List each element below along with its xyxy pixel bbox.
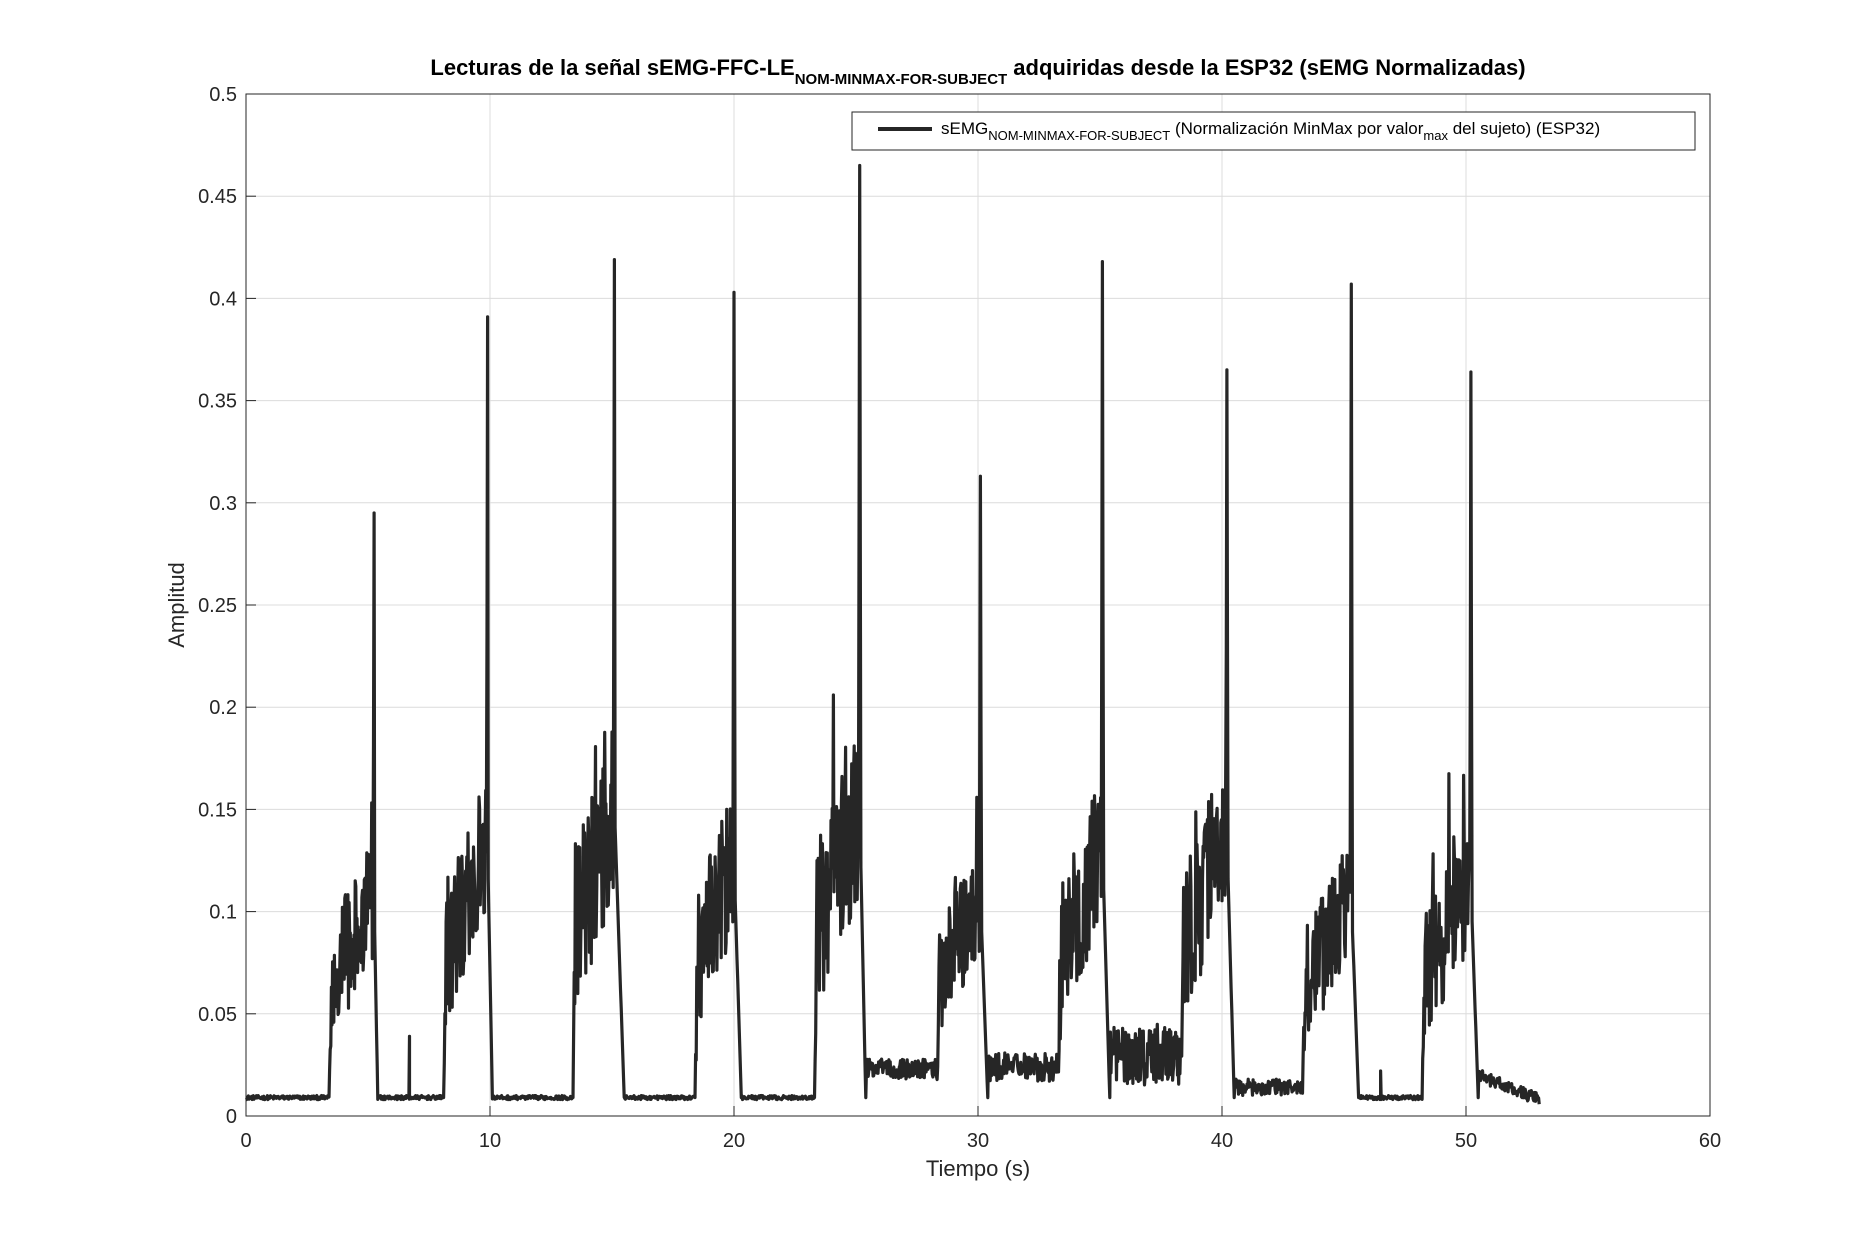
y-tick-label: 0.3 xyxy=(209,493,237,515)
x-tick-label: 40 xyxy=(1211,1130,1233,1152)
x-tick-label: 0 xyxy=(240,1130,251,1152)
chart-title-suffix: adquiridas desde la ESP32 (sEMG Normaliz… xyxy=(1007,55,1525,80)
y-tick-label: 0.15 xyxy=(198,799,237,821)
legend-entry-part2: (Normalización MinMax por valor xyxy=(1170,119,1424,138)
series-line xyxy=(245,163,1541,1105)
y-tick-label: 0.45 xyxy=(198,186,237,208)
legend-entry: sEMGNOM-MINMAX-FOR-SUBJECT (Normalizació… xyxy=(941,119,1600,143)
y-tick-label: 0.35 xyxy=(198,391,237,413)
x-tick-label: 50 xyxy=(1455,1130,1477,1152)
y-axis-label: Amplitud xyxy=(164,562,189,648)
x-tick-label: 10 xyxy=(479,1130,501,1152)
y-tick-label: 0.2 xyxy=(209,697,237,719)
y-tick-label: 0.4 xyxy=(209,288,237,310)
y-tick-label: 0.25 xyxy=(198,595,237,617)
chart-title-subscript: NOM-MINMAX-FOR-SUBJECT xyxy=(795,71,1007,88)
y-tick-label: 0.1 xyxy=(209,902,237,924)
legend-entry-sub2: max xyxy=(1423,128,1448,143)
legend-box xyxy=(851,111,1696,151)
y-tick-label: 0.5 xyxy=(209,84,237,106)
x-tick-label: 20 xyxy=(723,1130,745,1152)
y-tick-label: 0.05 xyxy=(198,1004,237,1026)
legend-entry-part1: sEMG xyxy=(941,119,988,138)
axis-ticks: 0 10 20 30 40 50 60 0 0.05 0.1 0.15 0.2 0.25 0.3 0.35 0… xyxy=(198,84,1721,1152)
x-tick-label: 30 xyxy=(967,1130,989,1152)
y-tick-label: 0 xyxy=(226,1106,237,1128)
legend-entry-sub1: NOM-MINMAX-FOR-SUBJECT xyxy=(988,128,1170,143)
x-tick-label: 60 xyxy=(1699,1130,1721,1152)
series-group xyxy=(245,163,1541,1105)
chart-title-main: Lecturas de la señal sEMG-FFC-LE xyxy=(430,55,794,80)
legend: sEMGNOM-MINMAX-FOR-SUBJECT (Normalizació… xyxy=(851,111,1696,151)
x-axis-label: Tiempo (s) xyxy=(926,1156,1030,1181)
chart-title: Lecturas de la señal sEMG-FFC-LENOM-MINM… xyxy=(430,55,1525,88)
legend-entry-part3: del sujeto) (ESP32) xyxy=(1448,119,1600,138)
grid xyxy=(246,94,1710,1116)
